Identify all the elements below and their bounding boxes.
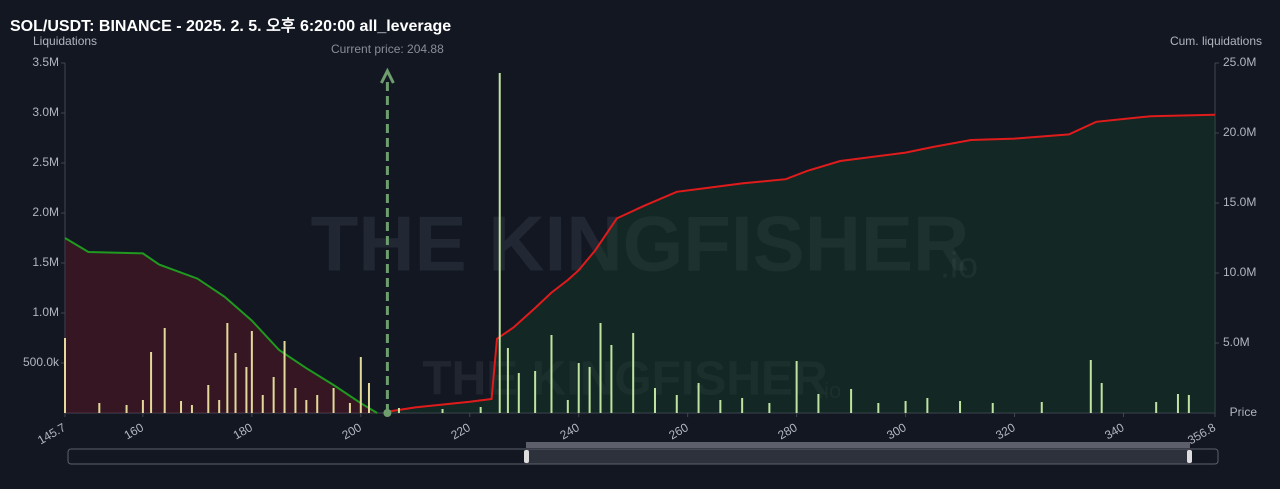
- bar: [498, 73, 501, 413]
- bar: [218, 400, 221, 413]
- bar: [272, 377, 275, 413]
- cum-line: [387, 113, 1216, 413]
- scrollbar-handle[interactable]: [524, 450, 529, 463]
- bar: [926, 398, 929, 413]
- y2-tick-label: 25.0M: [1223, 55, 1256, 69]
- y2-tick-label: 5.0M: [1223, 335, 1250, 349]
- bar: [653, 388, 656, 413]
- bar: [588, 367, 591, 413]
- x-axis-label: Price: [1230, 405, 1258, 419]
- bar: [359, 357, 362, 413]
- y-tick-label: 500.0k: [23, 355, 60, 369]
- bar: [163, 328, 166, 413]
- watermark-suffix: .io: [940, 245, 978, 286]
- y-tick-label: 1.5M: [32, 255, 59, 269]
- scrollbar-range[interactable]: [526, 442, 1190, 448]
- bar: [125, 405, 128, 413]
- bar: [367, 383, 370, 413]
- bar: [719, 400, 722, 413]
- bar: [245, 367, 248, 413]
- bar: [1100, 383, 1103, 413]
- plot: 500.0k 1.0M 1.5M 2.0M 2.5M 3.0M 3.5M 5.0M 10.0M 1…: [23, 42, 1256, 447]
- bar: [1176, 394, 1179, 413]
- bar: [1187, 395, 1190, 413]
- bar: [817, 394, 820, 413]
- bar: [141, 400, 144, 413]
- bar: [261, 395, 264, 413]
- scrollbar-track[interactable]: [67, 448, 1219, 465]
- bar: [506, 348, 509, 413]
- watermark: THE KINGFISHER: [422, 353, 827, 406]
- y2-tick-label: 15.0M: [1223, 195, 1256, 209]
- bar: [632, 333, 635, 413]
- y-tick-label: 3.5M: [32, 55, 59, 69]
- bar: [180, 401, 183, 413]
- bar: [517, 373, 520, 413]
- bar: [98, 403, 101, 413]
- scrollbar-thumb[interactable]: [526, 449, 1190, 464]
- cum-line: [64, 237, 378, 414]
- bar: [1089, 360, 1092, 413]
- bar: [190, 405, 193, 413]
- bar: [768, 403, 771, 413]
- bar: [226, 323, 229, 413]
- bar: [795, 361, 798, 413]
- bar: [991, 403, 994, 413]
- chart-title: SOL/USDT: BINANCE - 2025. 2. 5. 오후 6:20:…: [10, 16, 451, 35]
- bar: [850, 389, 853, 413]
- bar: [697, 383, 700, 413]
- bar: [207, 385, 210, 413]
- area-fill: [388, 114, 1215, 414]
- bar: [599, 323, 602, 413]
- bar: [441, 409, 444, 413]
- watermark-suffix: .io: [818, 378, 841, 403]
- bar: [305, 400, 308, 413]
- bar: [479, 407, 482, 413]
- current-price-dot: [383, 409, 392, 417]
- bar: [397, 408, 400, 413]
- bar: [566, 400, 569, 413]
- bar: [550, 335, 553, 413]
- bar: [877, 403, 880, 413]
- area-fill: [65, 238, 378, 413]
- bar: [250, 331, 253, 413]
- y-tick-label: 2.5M: [32, 155, 59, 169]
- bar: [348, 403, 351, 413]
- y-axis-label: Liquidations: [33, 34, 97, 48]
- bar: [741, 398, 744, 413]
- bar: [1040, 402, 1043, 413]
- bar: [1155, 402, 1158, 413]
- bar: [610, 345, 613, 413]
- current-price-label: Current price: 204.88: [331, 42, 444, 56]
- watermark: THE KINGFISHER: [311, 200, 970, 288]
- y2-axis-label: Cum. liquidations: [1170, 34, 1262, 48]
- bar: [959, 401, 962, 413]
- bar: [332, 388, 335, 413]
- bar: [675, 395, 678, 413]
- bar: [316, 395, 319, 413]
- bar: [283, 341, 286, 413]
- bar: [904, 401, 907, 413]
- bar: [577, 363, 580, 413]
- bar: [294, 388, 297, 413]
- bar: [150, 352, 153, 413]
- y-tick-label: 1.0M: [32, 305, 59, 319]
- scrollbar-handle[interactable]: [1187, 450, 1192, 463]
- y2-tick-label: 20.0M: [1223, 125, 1256, 139]
- bar: [64, 338, 66, 413]
- y2-tick-label: 10.0M: [1223, 265, 1256, 279]
- y-tick-label: 2.0M: [32, 205, 59, 219]
- y-tick-label: 3.0M: [32, 105, 59, 119]
- bar: [534, 371, 537, 413]
- current-price-arrow: [380, 67, 395, 84]
- bar: [234, 353, 237, 413]
